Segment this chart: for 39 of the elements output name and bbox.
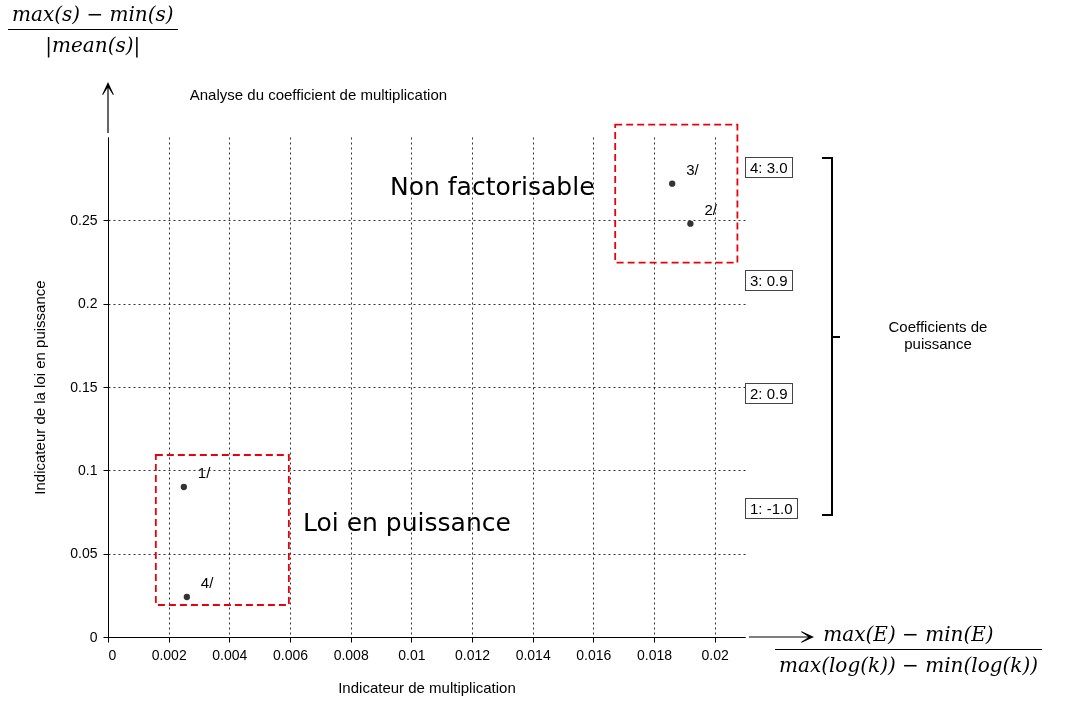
x-tick-label: 0.008 [333,646,369,663]
text: |mean(s)| [8,29,178,57]
y-axis-title: Indicateur de la loi en puissance [31,280,49,495]
point [669,180,676,187]
x-axis-title: Indicateur de multiplication [338,678,516,696]
annotation: 2/ [704,200,718,218]
annotation: 1/ [197,464,212,481]
x-tick-label: 0.016 [576,646,612,663]
text: 4: 3.0 [745,157,793,178]
chart-title: Analyse du coefficient de multiplication [189,86,448,103]
annotation: Loi en puissance [303,508,511,537]
y-tick-label: 0.2 [78,295,98,312]
point [183,593,191,601]
point [687,220,694,227]
text: max(log(k)) − min(log(k)) [775,649,1043,677]
x-tick-label: 0.01 [398,646,426,663]
x-tick-label: 0.014 [515,646,551,663]
text: 1: -1.0 [745,498,798,519]
point [180,483,187,491]
y-tick-label: 0.15 [70,378,98,395]
text: max(E) − min(E) [822,622,995,648]
x-tick-label: 0.018 [636,646,673,663]
text: Coefficients de puissance [887,318,989,352]
x-tick-label: 0.02 [701,646,729,663]
annotation: Non factorisable [390,172,595,201]
text: 2: 0.9 [745,383,793,404]
y-tick-label: 0.05 [70,545,98,562]
text: max(s) − min(s) [11,2,175,28]
annotation: 3/ [686,160,700,178]
x-tick-label: 0.004 [212,646,248,663]
x-tick-label: 0.006 [272,646,309,663]
y-tick-label: 0.25 [70,211,98,228]
y-tick-label: 0.1 [78,461,98,478]
y-tick-label: 0 [89,628,98,645]
annotation: 4/ [200,574,215,591]
text: 3: 0.9 [745,270,793,291]
x-tick-label: 0 [108,646,117,663]
x-tick-label: 0.012 [454,646,491,663]
x-tick-label: 0.002 [151,646,187,663]
